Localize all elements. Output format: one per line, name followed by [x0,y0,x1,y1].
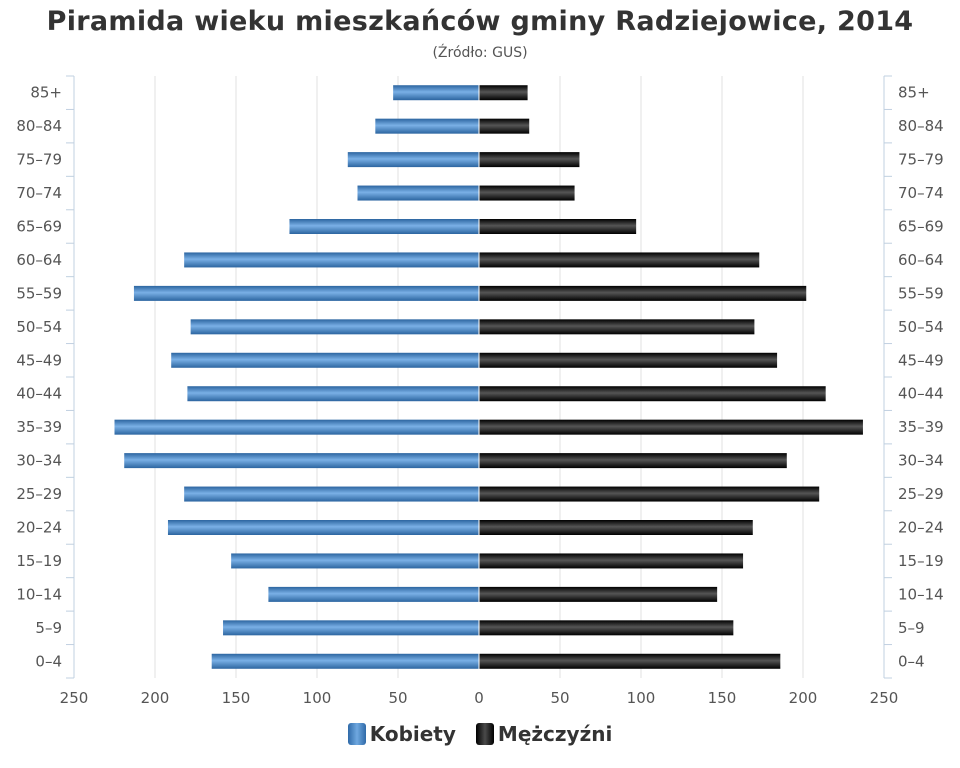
y-tick-label-right: 55–59 [898,284,944,302]
x-tick-label: 150 [222,689,251,707]
bar-male [479,386,826,402]
bar-male [479,586,718,602]
x-tick-label: 200 [141,689,170,707]
bar-female [133,285,479,301]
y-tick-label-left: 60–64 [16,251,62,269]
bar-female [211,653,479,669]
bar-female [223,620,479,636]
legend-swatch-female [347,723,366,745]
y-tick-label-right: 10–14 [898,585,944,603]
y-tick-label-right: 50–54 [898,318,944,336]
y-tick-label-left: 65–69 [16,218,62,236]
x-tick-label: 100 [303,689,332,707]
bar-male [479,620,734,636]
y-tick-label-left: 50–54 [16,318,62,336]
bar-male [479,419,863,435]
pyramid-chart: 250 200 150 100 50 0 50 100 150 200 250 85+ 85+ 80–84… [16,75,944,707]
y-tick-label-right: 15–19 [898,552,944,570]
bar-female [187,386,479,402]
x-tick-label: 150 [708,689,737,707]
legend-item-male[interactable]: Mężczyźni [475,722,613,746]
legend: Kobiety Mężczyźni [0,722,960,746]
x-tick-label: 0 [474,689,484,707]
bar-female [184,486,479,502]
y-tick-label-left: 55–59 [16,284,62,302]
bar-female [184,252,479,268]
y-tick-label-right: 65–69 [898,218,944,236]
bar-male [479,152,580,168]
y-tick-label-left: 35–39 [16,418,62,436]
legend-label-female: Kobiety [369,722,456,746]
bar-female [268,586,479,602]
y-tick-label-left: 20–24 [16,519,62,537]
y-tick-label-left: 75–79 [16,151,62,169]
y-tick-label-right: 40–44 [898,385,944,403]
y-tick-label-right: 20–24 [898,519,944,537]
y-tick-label-left: 5–9 [35,619,62,637]
y-tick-label-right: 80–84 [898,117,944,135]
y-tick-label-left: 10–14 [16,585,62,603]
bar-male [479,252,760,268]
bar-female [357,185,479,201]
bar-female [114,419,479,435]
y-tick-label-right: 45–49 [898,351,944,369]
legend-swatch-male [475,723,494,745]
bar-female [171,352,479,368]
y-tick-label-left: 40–44 [16,385,62,403]
x-tick-label: 50 [550,689,569,707]
bar-female [289,219,479,234]
bar-female [124,453,479,469]
y-tick-label-right: 30–34 [898,452,944,470]
y-tick-label-right: 85+ [898,84,930,102]
legend-label-male: Mężczyźni [497,722,613,746]
bar-male [479,453,787,469]
x-tick-label: 250 [60,689,89,707]
bar-male [479,553,744,569]
bar-female [190,319,479,335]
bar-female [375,118,479,134]
y-tick-label-left: 25–29 [16,485,62,503]
y-tick-label-right: 5–9 [898,619,925,637]
y-tick-label-left: 45–49 [16,351,62,369]
bar-male [479,352,778,368]
y-tick-label-right: 70–74 [898,184,944,202]
y-tick-label-left: 70–74 [16,184,62,202]
bar-male [479,285,807,301]
x-tick-label: 100 [627,689,656,707]
bar-male [479,486,820,502]
x-tick-label: 50 [388,689,407,707]
bar-male [479,219,637,234]
legend-item-female[interactable]: Kobiety [347,722,456,746]
x-tick-label: 250 [870,689,899,707]
y-tick-label-left: 30–34 [16,452,62,470]
y-tick-label-right: 35–39 [898,418,944,436]
y-tick-label-left: 80–84 [16,117,62,135]
chart-subtitle: (Źródło: GUS) [432,45,528,61]
bar-female [231,553,479,569]
bar-male [479,185,575,201]
bar-female [393,85,479,101]
y-tick-label-left: 0–4 [35,652,62,670]
bar-male [479,520,753,535]
bar-male [479,118,530,134]
y-tick-label-right: 75–79 [898,151,944,169]
bar-male [479,653,781,669]
y-tick-label-left: 85+ [30,84,62,102]
bar-male [479,319,755,335]
chart-title: Piramida wieku mieszkańców gminy Radziej… [46,6,914,37]
y-tick-label-right: 0–4 [898,652,925,670]
bar-female [347,152,479,168]
bar-male [479,85,528,101]
y-tick-label-left: 15–19 [16,552,62,570]
bar-female [167,520,479,535]
y-tick-label-right: 60–64 [898,251,944,269]
y-tick-label-right: 25–29 [898,485,944,503]
x-tick-label: 200 [789,689,818,707]
